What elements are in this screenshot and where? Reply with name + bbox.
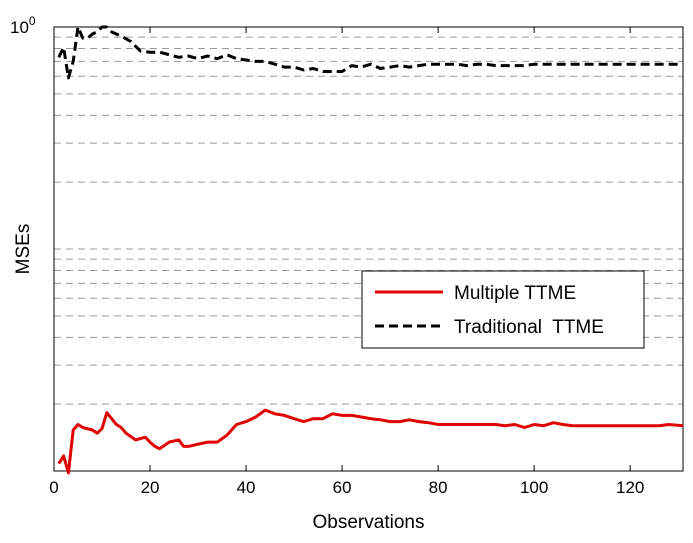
x-tick-label: 120 xyxy=(616,478,644,497)
legend: Multiple TTME Traditional TTME xyxy=(361,270,645,349)
y-tick-exponent: 0 xyxy=(29,14,36,28)
legend-label-traditional-ttme: Traditional TTME xyxy=(454,317,604,338)
x-tick-label: 20 xyxy=(141,478,160,497)
y-axis-title: MSEs xyxy=(13,224,34,275)
series-line-multiple-ttme xyxy=(57,408,684,475)
series-layer xyxy=(57,25,684,475)
x-tick-label: 80 xyxy=(429,478,448,497)
y-tick-label-top: 100 xyxy=(10,14,36,37)
x-tick-label: 100 xyxy=(520,478,548,497)
x-tick-label: 0 xyxy=(49,478,58,497)
legend-box xyxy=(361,270,645,349)
y-tick-base: 10 xyxy=(10,18,29,37)
x-tick-label: 60 xyxy=(333,478,352,497)
x-tick-label: 40 xyxy=(237,478,256,497)
plot-frame xyxy=(53,26,684,472)
legend-label-multiple-ttme: Multiple TTME xyxy=(454,283,576,304)
series-line-traditional-ttme xyxy=(57,25,683,80)
x-axis-ticks: 0 20 40 60 80 100 120 xyxy=(49,26,683,497)
x-axis-title: Observations xyxy=(313,512,425,533)
